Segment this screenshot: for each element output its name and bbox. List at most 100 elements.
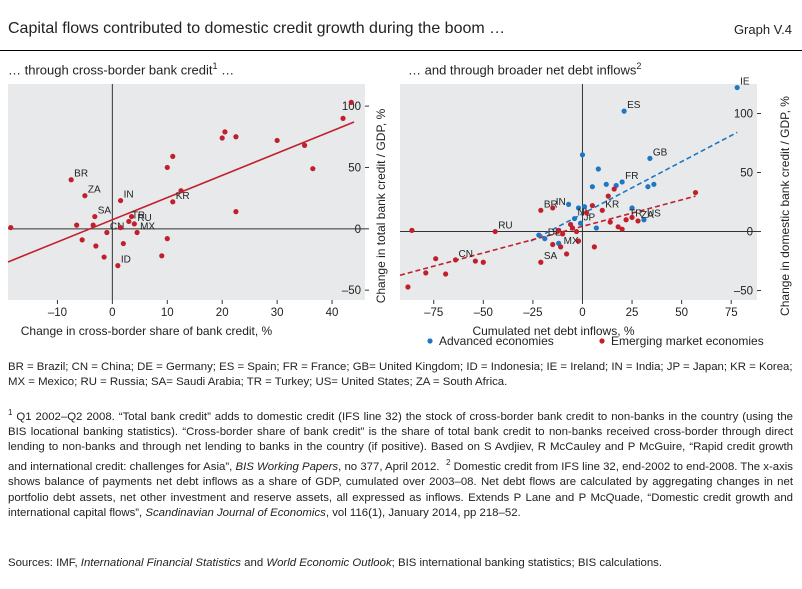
data-point-emerging: [409, 227, 415, 233]
y-tick-label: –50: [342, 285, 361, 297]
data-point-emerging: [134, 229, 140, 236]
left-panel-subtitle: … through cross-border bank credit1 …: [8, 61, 234, 77]
data-point-emerging: [233, 209, 239, 215]
y-tick-label: 100: [342, 101, 361, 113]
y-tick-label: 50: [348, 162, 361, 174]
y-axis-label: Change in domestic bank credit / GDP, %: [778, 96, 792, 316]
data-point-advanced: [645, 184, 651, 190]
sources-weo: World Economic Outlook: [266, 557, 392, 569]
data-point-emerging: [92, 213, 98, 220]
data-point-emerging: [159, 253, 165, 259]
x-tick-label: 0: [109, 307, 115, 319]
data-point-emerging: [74, 222, 80, 228]
data-point-emerging: [79, 237, 85, 243]
legend-marker-advanced: [427, 338, 433, 344]
data-point-advanced: [651, 181, 657, 187]
x-tick-label: 30: [271, 307, 284, 319]
x-tick-label: 50: [675, 307, 688, 319]
point-label: DE: [548, 228, 562, 239]
y-tick-label: 100: [734, 109, 753, 121]
x-tick-label: 40: [326, 307, 339, 319]
data-point-advanced: [593, 225, 599, 231]
data-point-advanced: [579, 152, 586, 158]
data-point-advanced: [619, 179, 625, 185]
point-label: TR: [132, 210, 145, 221]
footnotes: 1 Q1 2002–Q2 2008. “Total bank credit” a…: [8, 405, 793, 521]
y-axis-label: Change in total bank credit / GDP, %: [374, 108, 388, 303]
point-label: MX: [140, 222, 155, 233]
footnote-1-mark: 1: [8, 408, 13, 417]
y-tick-label: 0: [747, 227, 753, 239]
data-point-advanced: [575, 205, 582, 211]
data-point-emerging: [480, 259, 486, 265]
y-tick-label: 50: [740, 168, 753, 180]
data-point-emerging: [126, 218, 132, 225]
footnote-1-text: Q1 2002–Q2 2008. “Total bank credit” add…: [8, 410, 793, 474]
data-point-emerging: [433, 256, 439, 262]
data-point-emerging: [443, 271, 449, 277]
data-point-advanced: [571, 215, 578, 222]
data-point-emerging: [104, 229, 110, 236]
footnote-block: 1 Q1 2002–Q2 2008. “Total bank credit” a…: [8, 405, 793, 521]
data-point-emerging: [164, 236, 170, 242]
x-axis-label: Cumulated net debt inflows, %: [472, 324, 634, 338]
data-point-emerging: [550, 205, 556, 211]
x-tick-label: 25: [626, 307, 639, 319]
header-rule: [0, 50, 802, 51]
point-label: US: [647, 209, 661, 220]
point-label: RU: [137, 213, 151, 224]
x-tick-label: 0: [579, 307, 585, 319]
data-point-emerging: [423, 270, 429, 276]
data-point-advanced: [595, 166, 601, 172]
data-point-emerging: [405, 284, 411, 290]
data-point-emerging: [90, 222, 96, 228]
y-tick-label: –50: [734, 286, 753, 298]
data-point-emerging: [589, 202, 595, 209]
data-point-emerging: [348, 99, 354, 106]
data-point-emerging: [68, 177, 74, 183]
point-label: BR: [74, 169, 88, 180]
sources-and: and: [240, 557, 267, 569]
legend-label: Advanced economies: [439, 334, 554, 348]
data-point-emerging: [170, 199, 176, 205]
data-point-emerging: [575, 238, 582, 244]
data-point-emerging: [615, 224, 621, 230]
right-panel-subtitle: … and through broader net debt inflows2: [408, 61, 641, 77]
graph-number: Graph V.4: [733, 22, 792, 37]
x-tick-label: –50: [474, 307, 493, 319]
left-subtitle-footnote: 1: [212, 61, 218, 71]
right-subtitle-footnote: 2: [636, 61, 642, 71]
point-label: CN: [459, 249, 473, 260]
data-point-emerging: [219, 135, 225, 141]
sources-lead: Sources: IMF,: [8, 557, 81, 569]
data-point-emerging: [120, 240, 126, 247]
data-point-emerging: [117, 224, 124, 231]
sources-note: Sources: IMF, International Financial St…: [8, 556, 793, 571]
data-point-emerging: [556, 227, 562, 233]
data-point-emerging: [472, 258, 478, 264]
data-point-emerging: [591, 244, 597, 250]
data-point-emerging: [301, 142, 308, 148]
data-point-emerging: [170, 153, 176, 160]
point-label: BR: [544, 199, 558, 210]
x-tick-label: 20: [216, 307, 229, 319]
legend-marker-emerging: [599, 338, 605, 344]
data-point-emerging: [569, 225, 576, 231]
point-label: GB: [653, 147, 668, 158]
data-point-emerging: [573, 228, 580, 235]
data-point-emerging: [274, 137, 280, 144]
point-label: ID: [121, 255, 131, 266]
data-point-advanced: [577, 220, 584, 226]
data-point-emerging: [117, 197, 124, 204]
data-point-emerging: [115, 263, 121, 269]
x-tick-label: 10: [161, 307, 174, 319]
point-label: KR: [176, 191, 190, 202]
data-point-emerging: [128, 213, 135, 220]
plot-area-0: [8, 84, 365, 300]
point-label: ZA: [641, 210, 654, 221]
data-point-emerging: [131, 221, 137, 227]
data-point-advanced: [536, 232, 542, 238]
data-point-emerging: [452, 257, 459, 263]
point-label: IN: [124, 190, 134, 201]
